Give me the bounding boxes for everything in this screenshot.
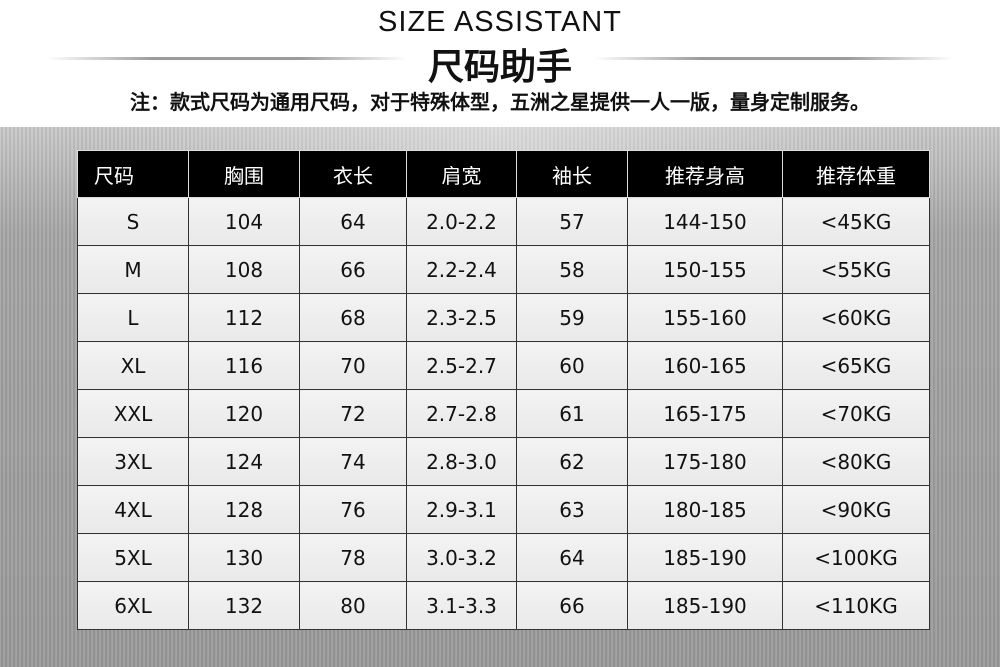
size-table: 尺码 胸围 衣长 肩宽 袖长 推荐身高 推荐体重 S 104 64 2.0-2.2 57 144-15… <box>77 150 930 630</box>
size-note: 注：款式尺码为通用尺码，对于特殊体型，五洲之星提供一人一版，量身定制服务。 <box>130 90 870 114</box>
cell-chest: 116 <box>188 341 300 390</box>
cell-size: XL <box>77 341 189 390</box>
cell-length: 68 <box>299 293 407 342</box>
title-english: SIZE ASSISTANT <box>378 6 622 38</box>
column-header-shoulder: 肩宽 <box>406 150 517 198</box>
divider-right <box>594 57 954 60</box>
cell-chest: 130 <box>188 533 300 582</box>
cell-size: M <box>77 245 189 294</box>
column-header-sleeve: 袖长 <box>516 150 628 198</box>
cell-chest: 132 <box>188 581 300 630</box>
column-header-size: 尺码 <box>77 150 189 198</box>
cell-weight: <60KG <box>782 293 930 342</box>
cell-shoulder: 2.2-2.4 <box>406 245 517 294</box>
header-area: SIZE ASSISTANT 尺码助手 注：款式尺码为通用尺码，对于特殊体型，五… <box>0 0 1000 127</box>
table-row: 4XL 128 76 2.9-3.1 63 180-185 <90KG <box>77 485 930 534</box>
cell-height: 160-165 <box>627 341 783 390</box>
cell-size: 3XL <box>77 437 189 486</box>
cell-weight: <80KG <box>782 437 930 486</box>
cell-length: 74 <box>299 437 407 486</box>
column-header-length: 衣长 <box>299 150 407 198</box>
cell-sleeve: 58 <box>516 245 628 294</box>
cell-chest: 104 <box>188 197 300 246</box>
cell-weight: <45KG <box>782 197 930 246</box>
table-row: S 104 64 2.0-2.2 57 144-150 <45KG <box>77 197 930 246</box>
cell-height: 144-150 <box>627 197 783 246</box>
cell-sleeve: 64 <box>516 533 628 582</box>
divider-left <box>47 57 407 60</box>
cell-weight: <70KG <box>782 389 930 438</box>
cell-height: 180-185 <box>627 485 783 534</box>
cell-length: 72 <box>299 389 407 438</box>
cell-chest: 120 <box>188 389 300 438</box>
cell-weight: <55KG <box>782 245 930 294</box>
cell-height: 185-190 <box>627 533 783 582</box>
column-header-chest: 胸围 <box>188 150 300 198</box>
cell-shoulder: 2.0-2.2 <box>406 197 517 246</box>
title-chinese: 尺码助手 <box>427 46 572 88</box>
cell-length: 80 <box>299 581 407 630</box>
cell-chest: 108 <box>188 245 300 294</box>
cell-shoulder: 2.8-3.0 <box>406 437 517 486</box>
cell-shoulder: 2.3-2.5 <box>406 293 517 342</box>
cell-sleeve: 57 <box>516 197 628 246</box>
cell-shoulder: 3.0-3.2 <box>406 533 517 582</box>
cell-length: 76 <box>299 485 407 534</box>
table-row: 6XL 132 80 3.1-3.3 66 185-190 <110KG <box>77 581 930 630</box>
cell-length: 66 <box>299 245 407 294</box>
table-row: XXL 120 72 2.7-2.8 61 165-175 <70KG <box>77 389 930 438</box>
cell-height: 175-180 <box>627 437 783 486</box>
table-row: 3XL 124 74 2.8-3.0 62 175-180 <80KG <box>77 437 930 486</box>
cell-chest: 128 <box>188 485 300 534</box>
cell-shoulder: 2.5-2.7 <box>406 341 517 390</box>
cell-sleeve: 59 <box>516 293 628 342</box>
cell-sleeve: 66 <box>516 581 628 630</box>
cell-sleeve: 60 <box>516 341 628 390</box>
cell-sleeve: 62 <box>516 437 628 486</box>
table-row: M 108 66 2.2-2.4 58 150-155 <55KG <box>77 245 930 294</box>
cell-height: 155-160 <box>627 293 783 342</box>
cell-size: S <box>77 197 189 246</box>
column-header-height: 推荐身高 <box>627 150 783 198</box>
table-row: 5XL 130 78 3.0-3.2 64 185-190 <100KG <box>77 533 930 582</box>
cell-sleeve: 61 <box>516 389 628 438</box>
cell-length: 64 <box>299 197 407 246</box>
cell-weight: <100KG <box>782 533 930 582</box>
table-row: XL 116 70 2.5-2.7 60 160-165 <65KG <box>77 341 930 390</box>
cell-length: 70 <box>299 341 407 390</box>
cell-shoulder: 2.7-2.8 <box>406 389 517 438</box>
cell-chest: 124 <box>188 437 300 486</box>
cell-sleeve: 63 <box>516 485 628 534</box>
cell-chest: 112 <box>188 293 300 342</box>
cell-size: L <box>77 293 189 342</box>
cell-weight: <90KG <box>782 485 930 534</box>
cell-weight: <110KG <box>782 581 930 630</box>
cell-shoulder: 2.9-3.1 <box>406 485 517 534</box>
table-row: L 112 68 2.3-2.5 59 155-160 <60KG <box>77 293 930 342</box>
cell-size: 5XL <box>77 533 189 582</box>
cell-height: 150-155 <box>627 245 783 294</box>
cell-size: 6XL <box>77 581 189 630</box>
cell-size: 4XL <box>77 485 189 534</box>
cell-height: 185-190 <box>627 581 783 630</box>
table-header-row: 尺码 胸围 衣长 肩宽 袖长 推荐身高 推荐体重 <box>77 150 930 198</box>
cell-length: 78 <box>299 533 407 582</box>
cell-shoulder: 3.1-3.3 <box>406 581 517 630</box>
cell-weight: <65KG <box>782 341 930 390</box>
cell-height: 165-175 <box>627 389 783 438</box>
cell-size: XXL <box>77 389 189 438</box>
column-header-weight: 推荐体重 <box>782 150 930 198</box>
